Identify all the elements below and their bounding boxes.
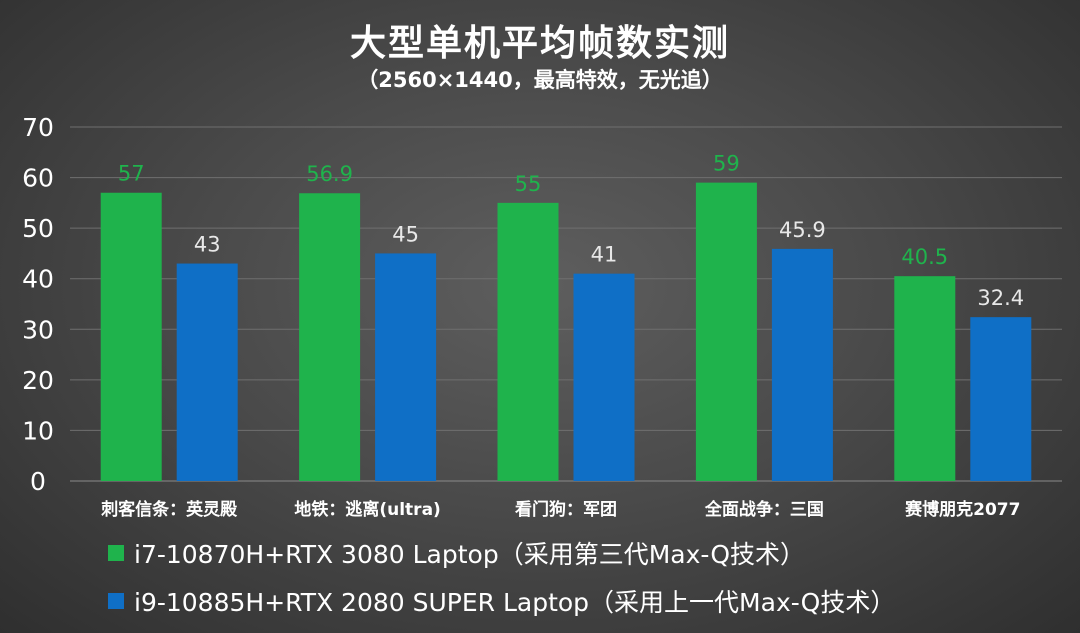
bars xyxy=(100,182,1032,481)
bar-series-2-0 xyxy=(176,263,238,481)
data-label-series-1-3: 59 xyxy=(713,152,740,176)
legend-swatch-series-2 xyxy=(108,593,124,609)
legend-label-series-2: i9-10885H+RTX 2080 SUPER Laptop（采用上一代Max… xyxy=(134,588,896,617)
data-label-series-1-0: 57 xyxy=(118,162,145,186)
x-tick-label-3: 全面战争：三国 xyxy=(704,499,824,520)
bar-series-1-2 xyxy=(497,202,559,481)
bar-series-2-1 xyxy=(375,253,437,481)
y-tick-label-5: 50 xyxy=(22,214,54,243)
data-label-series-1-1: 56.9 xyxy=(306,162,353,186)
legend-item-series-2: i9-10885H+RTX 2080 SUPER Laptop（采用上一代Max… xyxy=(108,584,895,618)
y-axis: 0 10 20 30 40 50 60 70 xyxy=(22,113,54,496)
bar-series-1-0 xyxy=(100,192,162,481)
x-tick-label-0: 刺客信条：英灵殿 xyxy=(101,499,238,520)
data-label-series-2-2: 41 xyxy=(591,243,618,267)
y-tick-label-0: 0 xyxy=(30,467,46,496)
y-tick-label-4: 40 xyxy=(22,265,54,294)
y-tick-label-6: 60 xyxy=(22,164,54,193)
data-label-series-2-4: 32.4 xyxy=(977,286,1024,310)
data-label-series-1-2: 55 xyxy=(515,172,542,196)
y-tick-label-2: 20 xyxy=(22,366,54,395)
bar-series-1-1 xyxy=(299,193,361,481)
y-tick-label-3: 30 xyxy=(22,315,54,344)
data-label-series-2-0: 43 xyxy=(194,233,221,257)
bar-series-1-3 xyxy=(695,182,757,481)
y-tick-label-1: 10 xyxy=(22,416,54,445)
data-label-series-2-3: 45.9 xyxy=(779,218,826,242)
x-axis: 刺客信条：英灵殿 地铁：逃离(ultra) 看门狗：军团 全面战争：三国 赛博朋克207… xyxy=(101,499,1020,520)
x-tick-label-2: 看门狗：军团 xyxy=(514,499,617,520)
data-label-series-2-1: 45 xyxy=(392,222,419,246)
chart-title: 大型单机平均帧数实测 xyxy=(349,23,730,64)
chart-subtitle: （2560×1440，最高特效，无光追） xyxy=(357,68,723,92)
legend-label-series-1: i7-10870H+RTX 3080 Laptop（采用第三代Max-Q技术） xyxy=(134,540,805,569)
x-tick-label-1: 地铁：逃离(ultra) xyxy=(294,499,440,520)
data-labels: 57 43 56.9 45 55 41 59 45.9 40.5 32.4 xyxy=(118,152,1024,311)
bar-series-1-4 xyxy=(894,276,956,481)
bar-series-2-4 xyxy=(970,317,1032,481)
bar-series-2-2 xyxy=(573,273,635,481)
y-tick-label-7: 70 xyxy=(22,113,54,142)
bar-series-2-3 xyxy=(771,248,833,481)
legend-swatch-series-1 xyxy=(108,545,124,561)
data-label-series-1-4: 40.5 xyxy=(901,245,948,269)
x-tick-label-4: 赛博朋克2077 xyxy=(904,499,1020,520)
legend-item-series-1: i7-10870H+RTX 3080 Laptop（采用第三代Max-Q技术） xyxy=(108,536,805,570)
